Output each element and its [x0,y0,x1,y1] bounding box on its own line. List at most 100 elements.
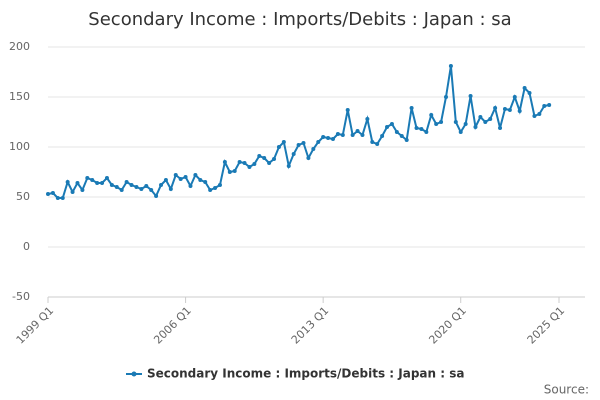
point [193,173,198,177]
point [208,188,213,192]
point [168,187,173,191]
y-tick-label: 0 [23,240,30,253]
source: Source: [544,383,589,397]
point [453,120,458,124]
point [473,125,478,129]
point [498,126,503,130]
point [340,133,345,137]
point [448,64,453,68]
point [488,117,493,121]
y-tick-label: 200 [9,40,30,53]
point [365,117,370,121]
point [70,190,75,194]
point [217,183,222,187]
point [443,95,448,99]
point [163,178,168,182]
point [95,181,100,185]
point [375,142,380,146]
point [478,115,483,119]
point [139,187,144,191]
y-tick-label: -50 [12,290,30,303]
point [330,137,335,141]
point [46,192,50,196]
point [173,173,178,177]
point [203,180,208,184]
y-tick-label: 50 [16,190,30,203]
x-tick-label: 2006 Q1 [151,304,194,347]
point [154,194,159,198]
point [119,188,124,192]
point [247,165,252,169]
point [183,175,188,179]
point [512,95,517,99]
point [350,133,355,137]
point [222,160,227,164]
point [517,109,522,113]
point [85,176,90,180]
x-tick-label: 2020 Q1 [426,304,469,347]
point [129,183,134,187]
point [409,106,414,110]
point [414,126,419,130]
point [257,154,262,158]
point [468,94,473,98]
point [532,114,537,118]
legend-marker [131,371,137,377]
point [237,160,242,164]
point [80,188,85,192]
point [429,113,434,117]
point [159,183,164,187]
point [188,184,193,188]
point [242,161,247,165]
point [213,186,218,190]
point [321,135,326,139]
point [404,138,409,142]
point [55,196,60,200]
point [301,141,306,145]
point [326,136,331,140]
point [114,185,119,189]
point [483,120,488,124]
point [458,130,463,134]
point [547,103,552,107]
point [75,181,80,185]
point [380,134,385,138]
point [439,120,444,124]
point [65,180,70,184]
point [124,180,129,184]
point [370,140,375,144]
point [104,176,109,180]
point [276,145,281,149]
point [507,108,512,112]
point [232,169,237,173]
point [178,177,183,181]
point [419,127,424,131]
y-tick-label: 150 [9,90,30,103]
x-tick-label: 2013 Q1 [289,304,332,347]
chart-title: Secondary Income : Imports/Debits : Japa… [88,9,511,30]
x-tick-label: 1999 Q1 [14,304,57,347]
point [316,140,321,144]
point [306,156,311,160]
point [542,104,547,108]
point [60,196,65,200]
point [50,191,55,195]
point [281,140,286,144]
point [502,107,507,111]
point [267,161,272,165]
x-tick-label: 2025 Q1 [525,304,568,347]
point [389,122,394,126]
legend-label: Secondary Income : Imports/Debits : Japa… [147,367,464,381]
point [262,156,267,160]
y-tick-label: 100 [9,140,30,153]
point [144,184,149,188]
point [134,185,139,189]
series-line [47,65,550,199]
point [100,181,105,185]
point [355,129,360,133]
point [399,134,404,138]
point [345,108,350,112]
point [272,157,277,161]
point [311,147,316,151]
